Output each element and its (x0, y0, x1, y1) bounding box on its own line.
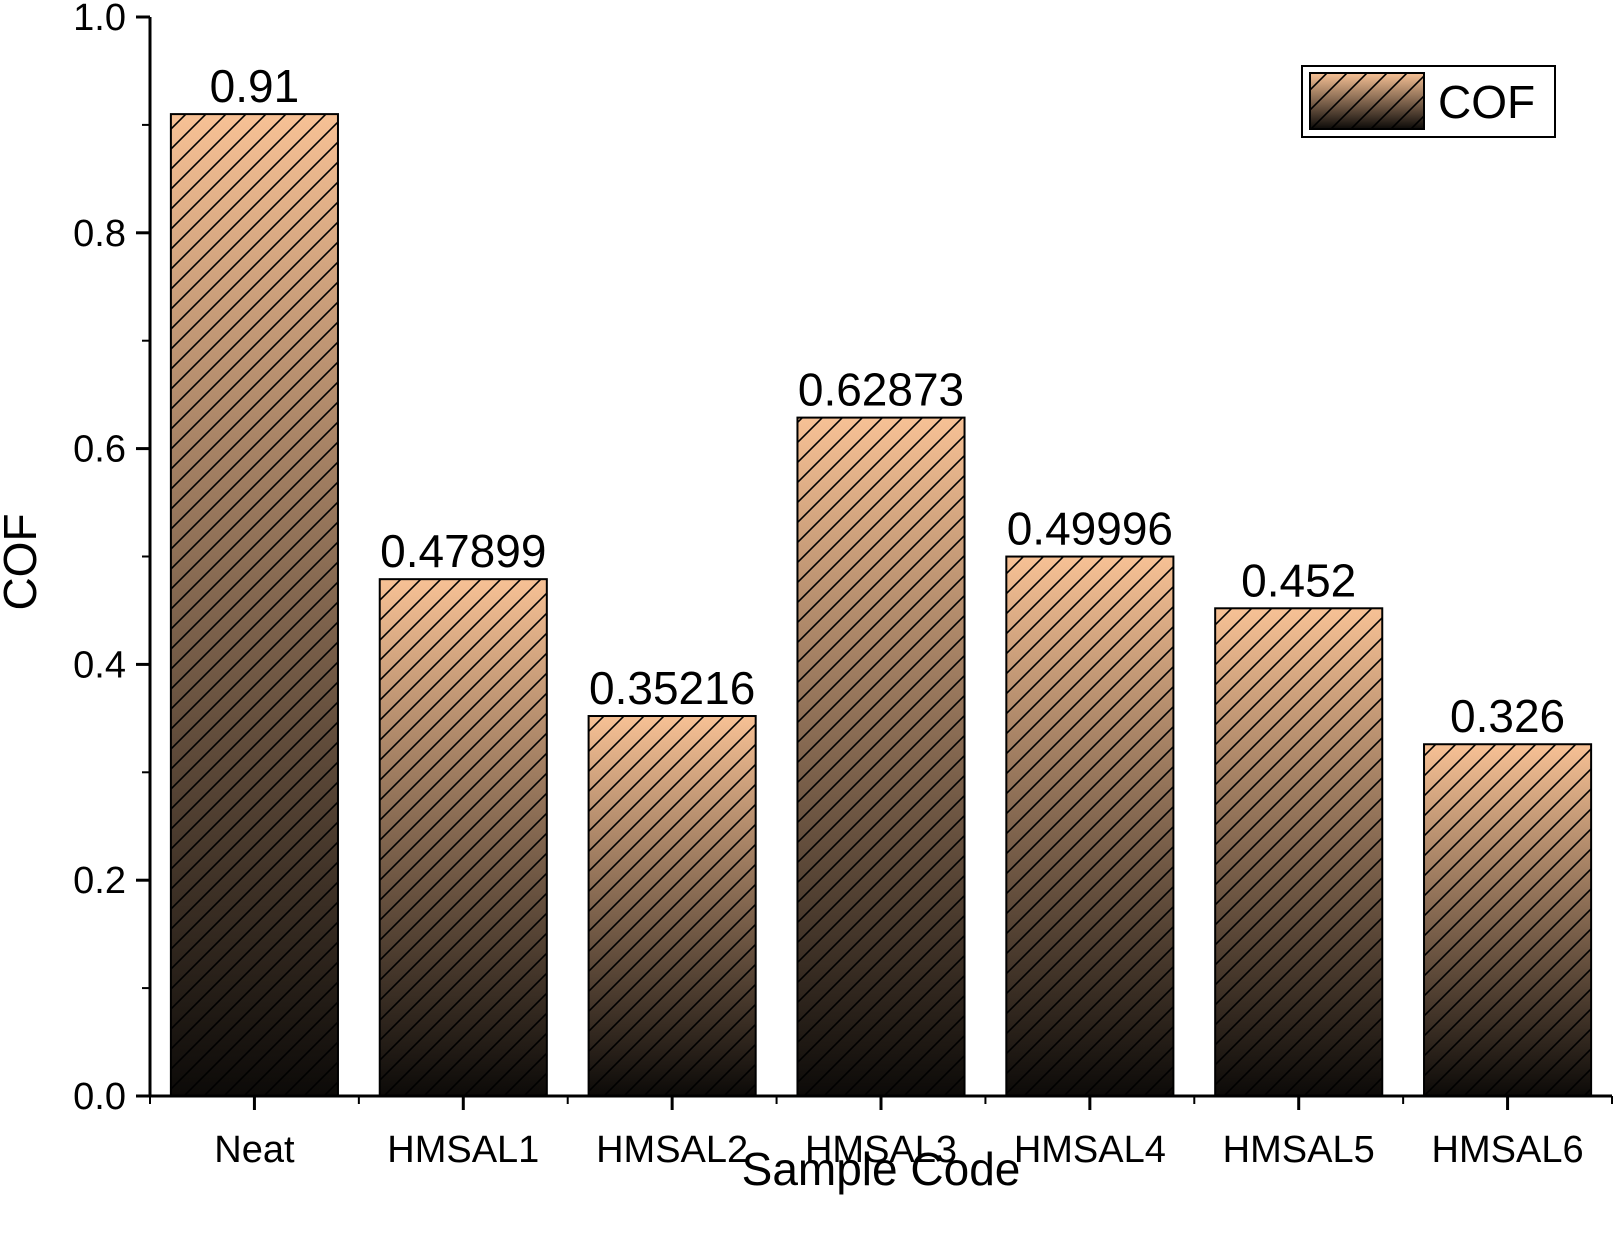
y-tick-label: 0.6 (73, 429, 126, 471)
value-label: 0.62873 (798, 364, 964, 416)
y-tick-label: 1.0 (73, 0, 126, 39)
y-tick-label: 0.8 (73, 213, 126, 255)
y-tick-label: 0.0 (73, 1076, 126, 1118)
value-label: 0.452 (1241, 554, 1356, 606)
category-label: HMSAL3 (805, 1129, 957, 1171)
y-tick-label: 0.4 (73, 644, 126, 686)
category-label: HMSAL6 (1432, 1129, 1584, 1171)
bar-outline (1214, 607, 1384, 1097)
y-tick-label: 0.2 (73, 860, 126, 902)
bar-hmsal6 (1423, 743, 1593, 1097)
legend: COF (1301, 65, 1556, 138)
bar-hmsal5 (1214, 607, 1384, 1097)
y-axis-title: COF (0, 513, 46, 610)
bar-neat (169, 113, 339, 1098)
bar-hmsal2 (587, 715, 757, 1097)
bar-outline (1005, 555, 1175, 1097)
bars-layer (169, 113, 1593, 1098)
bar-outline (587, 715, 757, 1097)
category-label: HMSAL2 (596, 1129, 748, 1171)
value-label: 0.326 (1450, 690, 1565, 742)
bar-outline (796, 416, 966, 1097)
value-label: 0.47899 (380, 525, 546, 577)
bar-hmsal4 (1005, 555, 1175, 1097)
x-axis-title: Sample Code (742, 1143, 1021, 1195)
category-label: HMSAL5 (1223, 1129, 1375, 1171)
category-label: HMSAL1 (387, 1129, 539, 1171)
bar-outline (169, 113, 339, 1098)
legend-label: COF (1438, 76, 1535, 128)
category-label: Neat (214, 1129, 295, 1171)
value-label: 0.49996 (1007, 503, 1173, 555)
bar-hmsal1 (378, 578, 548, 1097)
value-label: 0.91 (210, 60, 300, 112)
category-label: HMSAL4 (1014, 1129, 1166, 1171)
legend-swatch-hatch (1310, 73, 1424, 129)
value-label: 0.35216 (589, 662, 755, 714)
value-labels-layer: 0.91 0.47899 0.35216 0.62873 0.49996 0.452 0.3… (210, 60, 1565, 742)
bar-outline (378, 578, 548, 1097)
bar-hmsal3 (796, 416, 966, 1097)
y-ticks: 0.0 0.2 0.4 0.6 0.8 1.0 (73, 0, 150, 1118)
x-ticks: Neat HMSAL1 HMSAL2 HMSAL3 HMSAL4 HMSAL5 HMSAL6 (149, 1096, 1613, 1171)
bar-outline (1423, 743, 1593, 1097)
